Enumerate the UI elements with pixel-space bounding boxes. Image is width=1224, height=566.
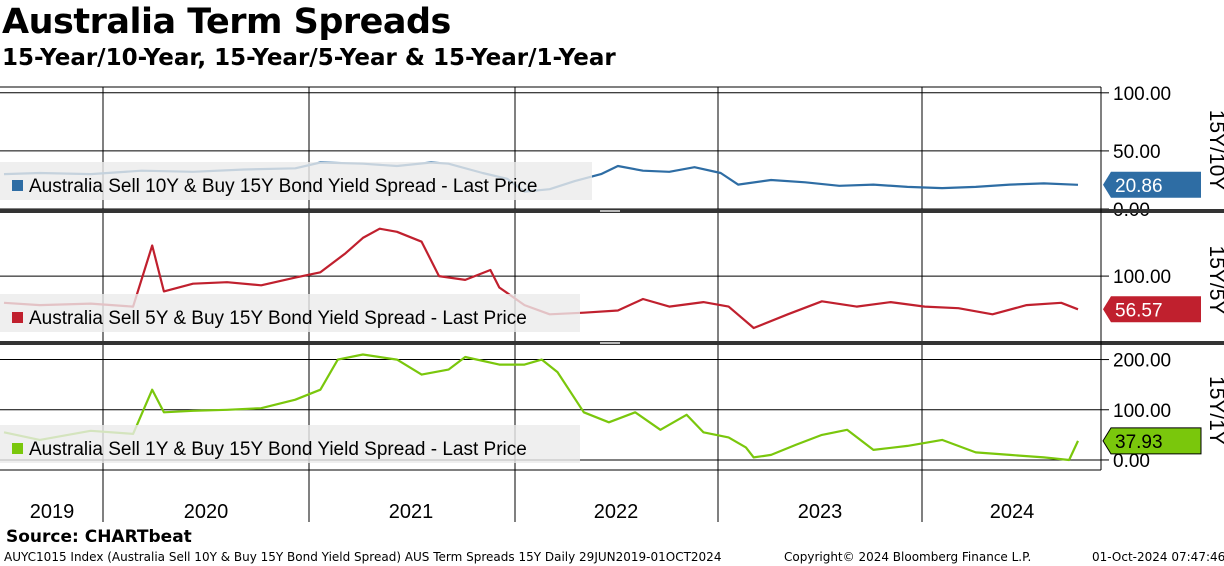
x-tick-label: 2023 — [798, 501, 843, 523]
chart-title: Australia Term Spreads — [2, 2, 451, 42]
legend-label: Australia Sell 5Y & Buy 15Y Bond Yield S… — [29, 308, 527, 329]
ticker-info: AUYC1015 Index (Australia Sell 10Y & Buy… — [4, 550, 722, 564]
panel-side-label: 15Y/5Y — [1205, 246, 1224, 315]
legend-label: Australia Sell 1Y & Buy 15Y Bond Yield S… — [29, 439, 527, 460]
chart-subtitle: 15-Year/10-Year, 15-Year/5-Year & 15-Yea… — [2, 45, 616, 71]
copyright-note: Copyright© 2024 Bloomberg Finance L.P. — [784, 550, 1032, 564]
last-value-tag — [1103, 296, 1201, 323]
last-value-label: 20.86 — [1115, 176, 1163, 197]
y-tick-label: 0.00 — [1113, 451, 1150, 472]
legend-label: Australia Sell 10Y & Buy 15Y Bond Yield … — [29, 176, 537, 197]
source-note: Source: CHARTbeat — [6, 527, 192, 547]
x-tick-label: 2020 — [184, 501, 229, 523]
last-value-tag — [1102, 427, 1202, 455]
panel-resize-handle — [600, 210, 620, 212]
last-value-tag — [1103, 171, 1201, 198]
legend-swatch — [12, 312, 23, 323]
x-tick-label: 2019 — [30, 501, 75, 523]
panel-resize-handle — [600, 342, 620, 344]
legend-swatch — [12, 443, 23, 454]
legend-box — [0, 294, 580, 332]
timestamp: 01-Oct-2024 07:47:46 — [1092, 550, 1224, 564]
x-tick-label: 2022 — [594, 501, 639, 523]
panel-side-label: 15Y/10Y — [1205, 110, 1224, 191]
y-tick-label: 100.00 — [1113, 267, 1171, 288]
legend-box — [0, 425, 580, 463]
y-tick-label: 50.00 — [1113, 142, 1161, 163]
y-tick-label: 100.00 — [1113, 401, 1171, 422]
series-line-15y-1y — [3, 353, 1079, 462]
y-tick-label: 100.00 — [1113, 84, 1171, 105]
x-tick-label: 2021 — [389, 501, 434, 523]
legend-box — [0, 162, 592, 200]
legend-swatch — [12, 180, 23, 191]
panel-side-label: 15Y/1Y — [1205, 376, 1224, 445]
last-value-label: 37.93 — [1115, 432, 1163, 453]
last-value-label: 56.57 — [1115, 300, 1163, 321]
series-line-15y-5y — [3, 227, 1079, 330]
y-tick-label: 200.00 — [1113, 351, 1171, 372]
x-tick-label: 2024 — [990, 501, 1035, 523]
